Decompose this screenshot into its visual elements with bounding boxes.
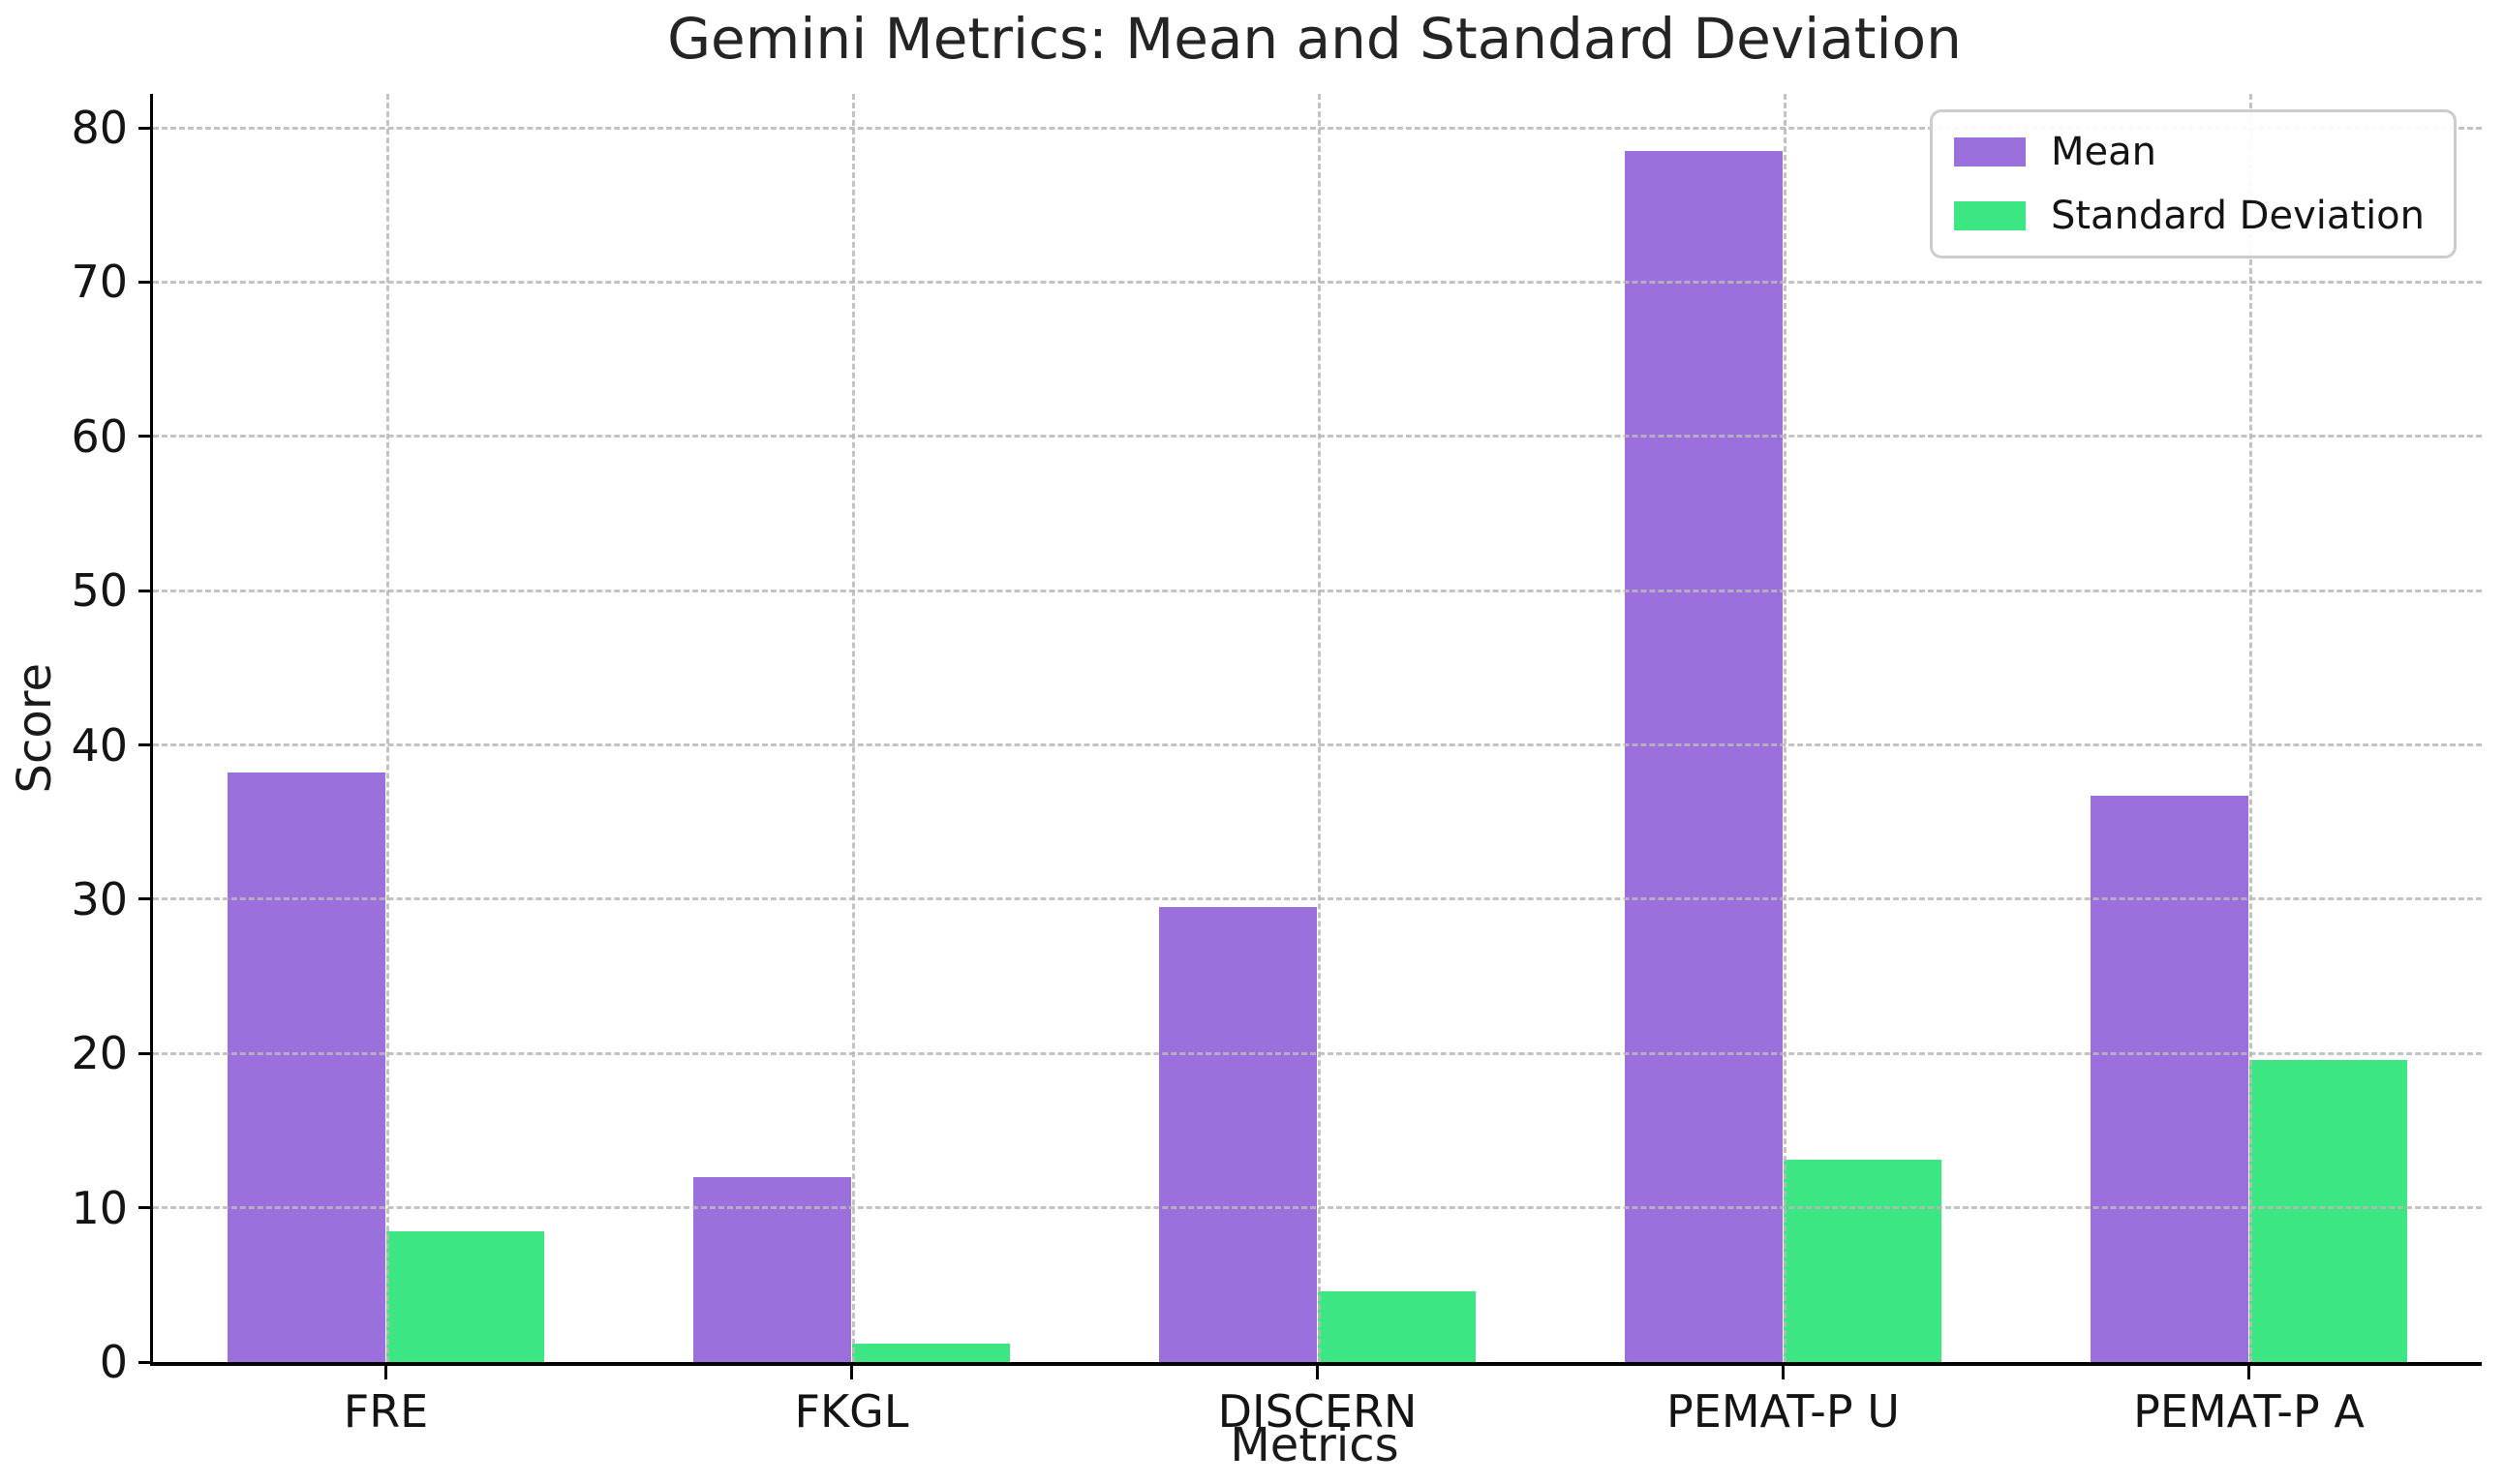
y-tick-10 (138, 1206, 153, 1210)
legend-label-std: Standard Deviation (2050, 194, 2425, 238)
y-tick-label-70: 70 (71, 256, 128, 309)
y-tick-label-80: 80 (71, 102, 128, 155)
x-tick-label-PEMAT-P U: PEMAT-P U (1666, 1385, 1900, 1438)
bar-mean-FRE (227, 772, 386, 1362)
y-tick-20 (138, 1051, 153, 1055)
legend-entry-std: Standard Deviation (1953, 194, 2425, 238)
bar-std-FRE (385, 1230, 545, 1362)
bar-mean-PEMAT-P A (2090, 796, 2249, 1362)
legend-entry-mean: Mean (1953, 130, 2425, 174)
legend-swatch-std (1953, 201, 2026, 230)
bar-mean-FKGL (692, 1176, 852, 1362)
bar-mean-PEMAT-P U (1624, 150, 1784, 1362)
bar-group-FKGL (619, 94, 1084, 1362)
bar-group-PEMAT-P A (2016, 94, 2482, 1362)
x-tick-FRE (384, 1366, 387, 1379)
y-axis-label-container: Score (6, 94, 64, 1362)
bar-group-DISCERN (1084, 94, 1550, 1362)
x-tick-label-DISCERN: DISCERN (1217, 1385, 1418, 1438)
legend: Mean Standard Deviation (1929, 109, 2457, 258)
y-tick-label-0: 0 (99, 1336, 128, 1388)
y-tick-60 (138, 435, 153, 439)
x-tick-label-PEMAT-P A: PEMAT-P A (2133, 1385, 2365, 1438)
y-tick-label-10: 10 (71, 1181, 128, 1234)
x-tick-PEMAT-P A (2247, 1366, 2250, 1379)
bar-std-PEMAT-P U (1783, 1160, 1942, 1362)
x-tick-label-FRE: FRE (343, 1385, 429, 1438)
bar-std-DISCERN (1317, 1290, 1477, 1362)
legend-swatch-mean (1953, 137, 2026, 167)
legend-label-mean: Mean (2050, 130, 2156, 174)
x-tick-PEMAT-P U (1782, 1366, 1785, 1379)
bar-group-PEMAT-P U (1550, 94, 2016, 1362)
y-tick-label-40: 40 (71, 718, 128, 772)
y-tick-label-30: 30 (71, 872, 128, 925)
bar-group-FRE (153, 94, 619, 1362)
x-tick-DISCERN (1316, 1366, 1319, 1379)
chart-title: Gemini Metrics: Mean and Standard Deviat… (667, 6, 1962, 72)
x-axis-label: Metrics (1230, 1418, 1399, 1472)
y-axis-label: Score (8, 662, 62, 794)
y-tick-80 (138, 126, 153, 130)
y-tick-label-60: 60 (71, 409, 128, 463)
y-tick-40 (138, 743, 153, 747)
y-tick-70 (138, 280, 153, 284)
y-tick-50 (138, 589, 153, 592)
plot-area: Mean Standard Deviation FRE FKGL DISCERN PE… (71, 94, 2482, 1438)
x-tick-label-FKGL: FKGL (794, 1385, 909, 1438)
bar-std-PEMAT-P A (2248, 1059, 2408, 1362)
y-tick-0 (138, 1360, 153, 1364)
bar-mean-DISCERN (1158, 906, 1318, 1362)
y-tick-label-50: 50 (71, 564, 128, 618)
x-tick-FKGL (850, 1366, 853, 1379)
y-tick-label-20: 20 (71, 1027, 128, 1080)
bar-std-FKGL (851, 1343, 1011, 1362)
y-tick-30 (138, 897, 153, 901)
